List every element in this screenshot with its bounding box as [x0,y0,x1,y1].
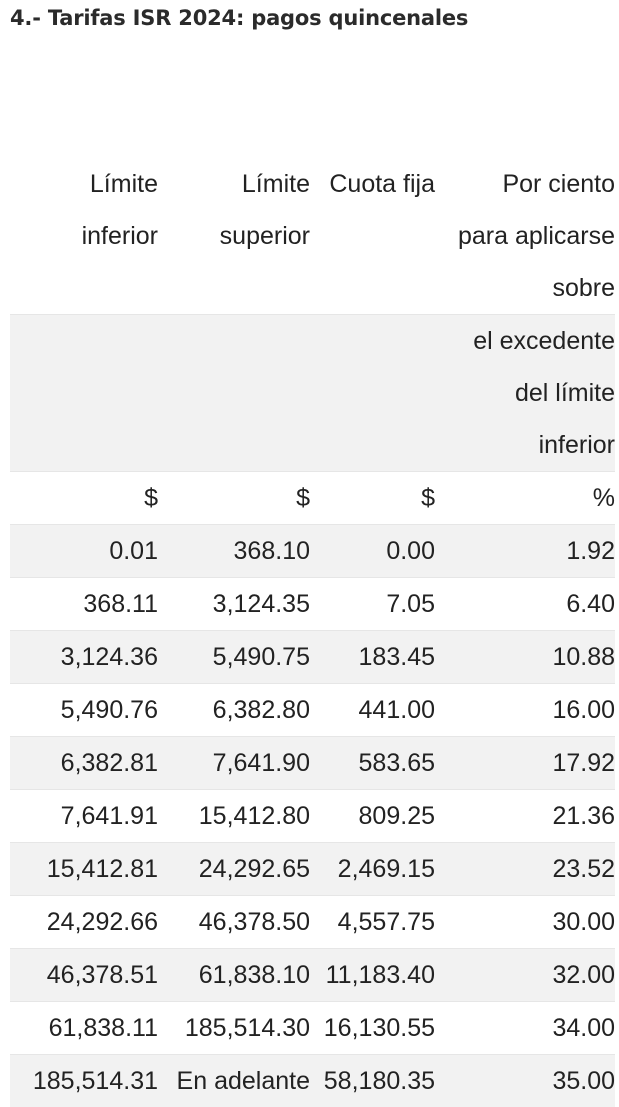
header-por-ciento: Por ciento para aplicarse sobre [435,158,615,315]
table-cell: 61,838.11 [10,1002,158,1055]
table-cell: 583.65 [310,737,435,790]
table-cell: 17.92 [435,737,615,790]
table-cell: 34.00 [435,1002,615,1055]
table-cell: 0.01 [10,525,158,578]
table-cell: 441.00 [310,684,435,737]
table-cell: 3,124.36 [10,631,158,684]
table-cell: 30.00 [435,896,615,949]
table-cell: En adelante [158,1055,310,1107]
table-cell: 5,490.75 [158,631,310,684]
unit-cell: % [435,472,615,525]
table-cell: 368.10 [158,525,310,578]
table-cell: 6,382.81 [10,737,158,790]
header-row-continued: el excedente del límite inferior [10,315,615,472]
table-cell: 6,382.80 [158,684,310,737]
table-cell: 185,514.30 [158,1002,310,1055]
table-cell: 1.92 [435,525,615,578]
isr-rate-table: Límite inferior Límite superior Cuota fi… [10,158,615,1107]
table-cell: 2,469.15 [310,843,435,896]
table-cell: 10.88 [435,631,615,684]
header-por-ciento-continued: el excedente del límite inferior [435,315,615,472]
table-cell: 7,641.91 [10,790,158,843]
table-cell: 0.00 [310,525,435,578]
table-cell: 15,412.81 [10,843,158,896]
table-cell: 809.25 [310,790,435,843]
table-cell: 4,557.75 [310,896,435,949]
table-cell: 16,130.55 [310,1002,435,1055]
table-cell: 11,183.40 [310,949,435,1002]
table-cell: 58,180.35 [310,1055,435,1107]
table-cell: 61,838.10 [158,949,310,1002]
table-cell: 6.40 [435,578,615,631]
unit-cell: $ [10,472,158,525]
header-limite-superior: Límite superior [158,158,310,315]
table-cell: 15,412.80 [158,790,310,843]
table-cell: 21.36 [435,790,615,843]
header-row: Límite inferior Límite superior Cuota fi… [10,158,615,315]
unit-cell: $ [310,472,435,525]
table-cell: 23.52 [435,843,615,896]
table-cell: 24,292.65 [158,843,310,896]
table-cell: 7,641.90 [158,737,310,790]
table-cell: 46,378.51 [10,949,158,1002]
page-title: 4.- Tarifas ISR 2024: pagos quincenales [10,6,468,30]
table-cell: 183.45 [310,631,435,684]
table-cell: 35.00 [435,1055,615,1107]
table-cell: 368.11 [10,578,158,631]
table-cell: 32.00 [435,949,615,1002]
table-cell: 5,490.76 [10,684,158,737]
table-cell: 7.05 [310,578,435,631]
table-cell: 24,292.66 [10,896,158,949]
table-cell: 3,124.35 [158,578,310,631]
unit-cell: $ [158,472,310,525]
units-row: $ $ $ % [10,472,615,525]
table-cell: 46,378.50 [158,896,310,949]
header-limite-inferior: Límite inferior [10,158,158,315]
header-cuota-fija: Cuota fija [310,158,435,315]
table-cell: 185,514.31 [10,1055,158,1107]
table-cell: 16.00 [435,684,615,737]
